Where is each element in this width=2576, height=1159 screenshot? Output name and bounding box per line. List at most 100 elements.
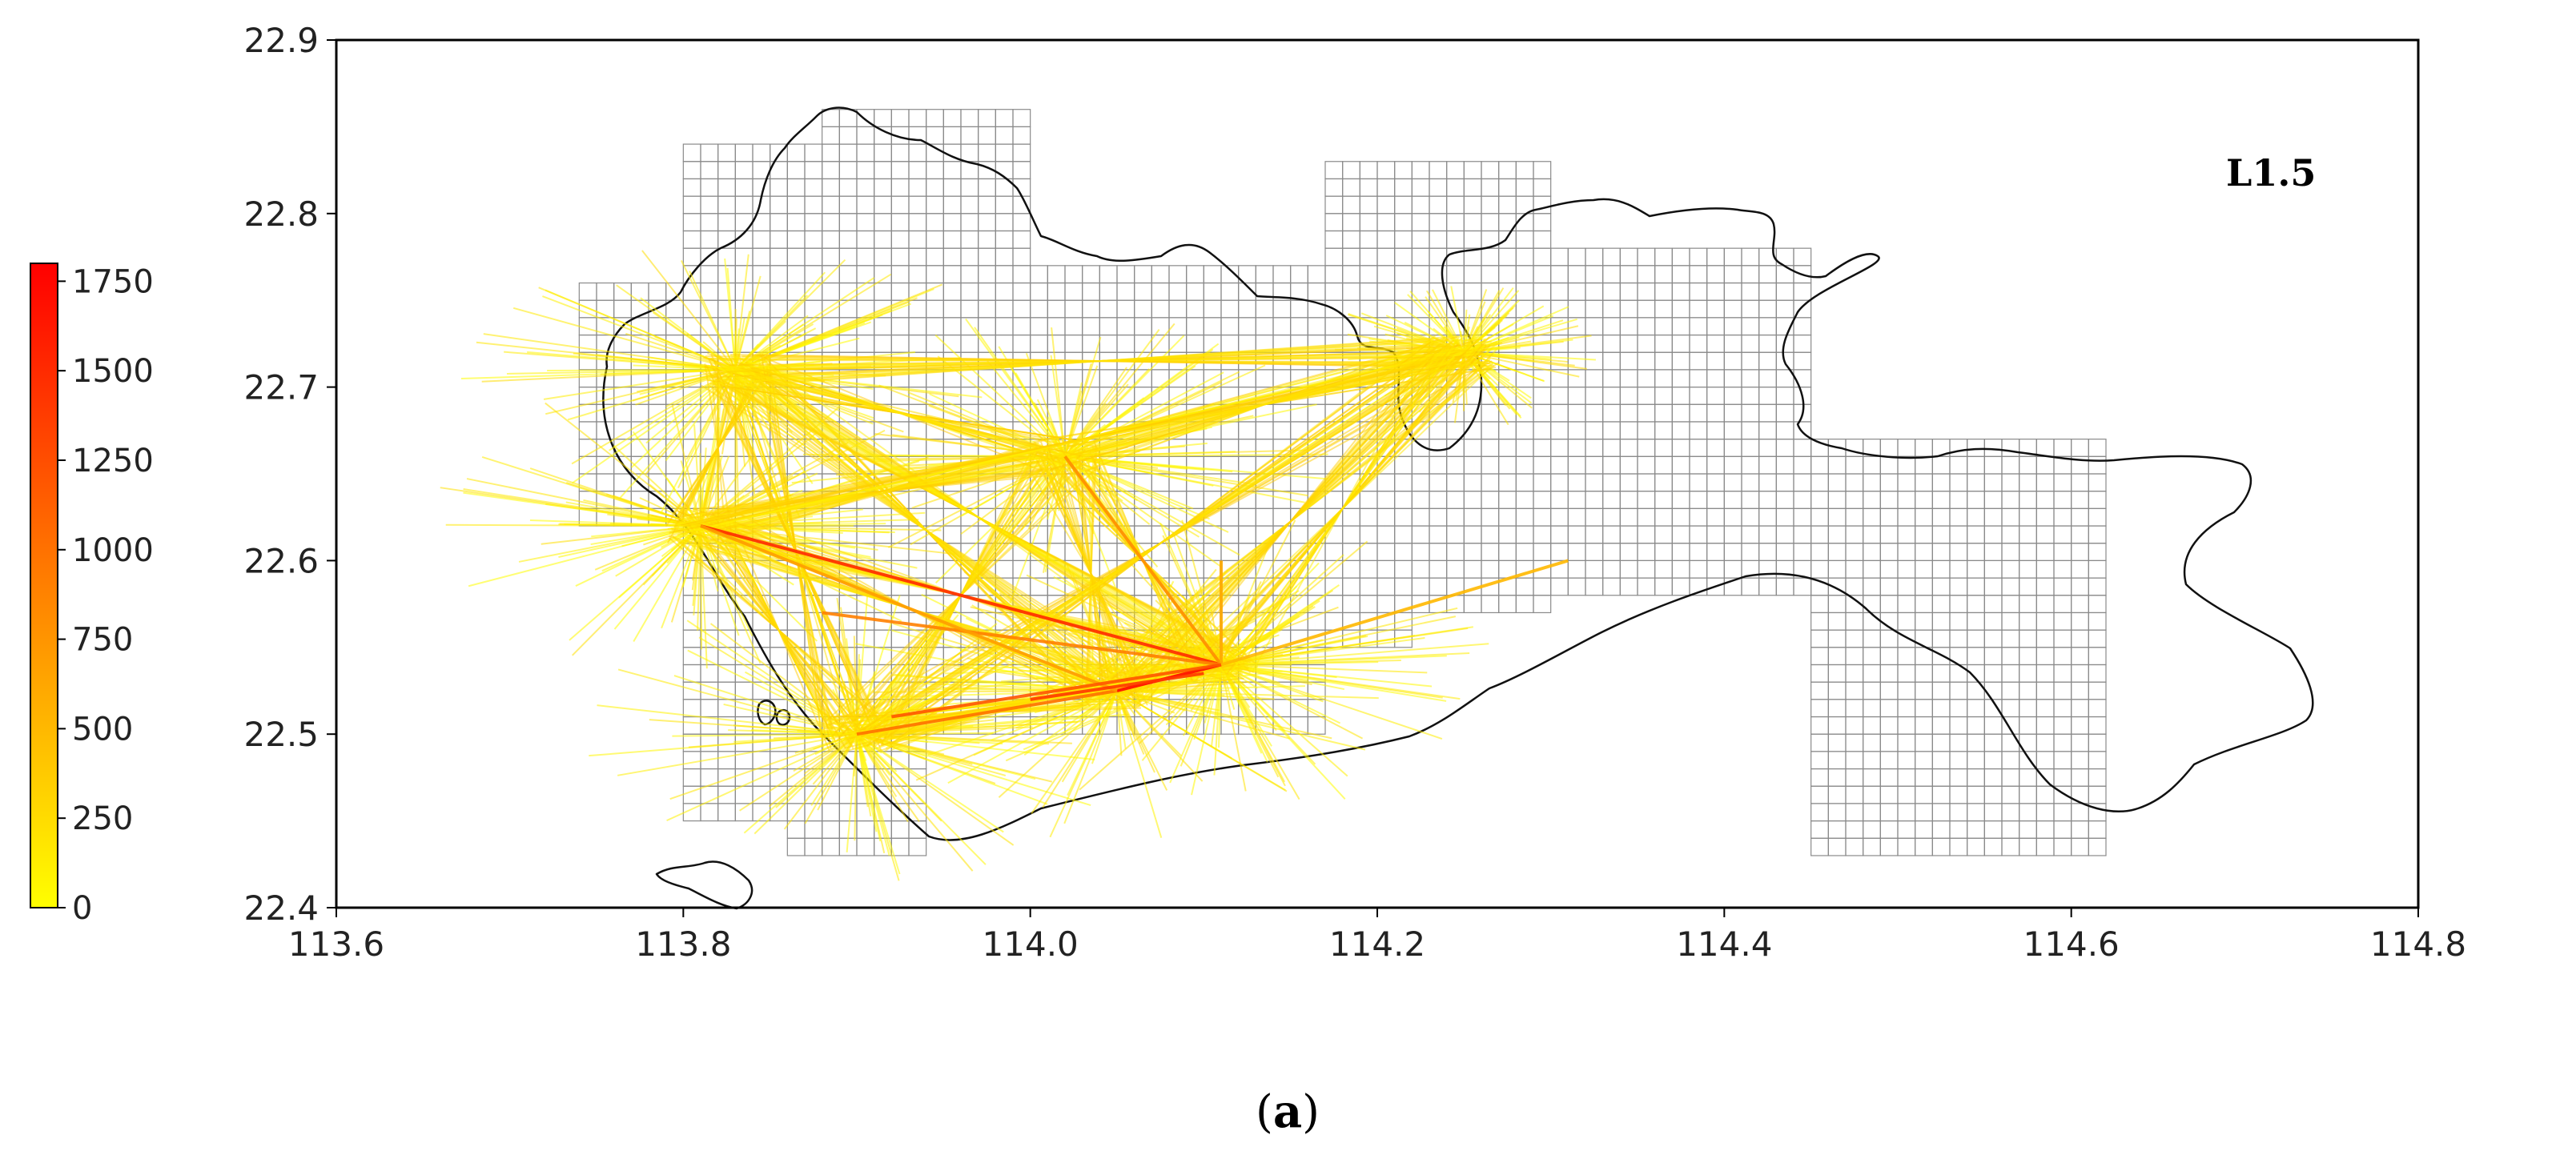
flow-line <box>692 472 1074 511</box>
flow-line <box>666 733 858 822</box>
flow-line <box>1220 664 1286 787</box>
flow-line <box>856 733 974 872</box>
flow-line <box>783 733 858 830</box>
flow-line <box>713 338 1486 384</box>
flow-line-major <box>822 611 1222 667</box>
y-tick-label: 22.6 <box>243 541 319 580</box>
flow-line <box>854 734 858 841</box>
flow-line <box>512 307 736 371</box>
flow-line <box>1191 664 1222 796</box>
colorbar-tick-label: 500 <box>72 711 133 748</box>
y-tick-label: 22.5 <box>243 715 319 754</box>
flow-line <box>504 351 736 371</box>
flow-line-major <box>891 663 1222 719</box>
flow-line <box>1058 362 1472 447</box>
flow-line <box>463 491 701 527</box>
flow-line <box>1220 664 1348 777</box>
flow-line <box>1050 355 1066 457</box>
flow-line <box>466 478 701 527</box>
flow-line-major <box>1030 672 1204 701</box>
flow-line <box>1220 664 1346 800</box>
flow-line <box>669 733 858 800</box>
caption-letter: a <box>1273 1085 1302 1138</box>
west-boundary <box>602 106 2314 841</box>
colorbar-tick-label: 1000 <box>72 532 154 569</box>
flow-line <box>1220 652 1470 666</box>
x-tick-label: 114.4 <box>1676 924 1772 964</box>
flow-line <box>460 368 736 380</box>
flow-line <box>641 250 737 371</box>
grid-cell <box>1012 109 1031 128</box>
flow-line <box>1078 465 1104 683</box>
colorbar-ticks: 0 250 500 750 1000 1250 1500 1750 <box>58 263 154 927</box>
x-tick-label: 114.6 <box>2023 924 2120 964</box>
colorbar-tick-label: 250 <box>72 800 133 837</box>
flow-line <box>468 525 701 588</box>
flow-line <box>597 704 858 736</box>
flow-line <box>542 295 736 371</box>
flow-line <box>1192 365 1493 652</box>
flow-line <box>1220 664 1251 708</box>
flow-line-major <box>700 524 1222 667</box>
flow-line <box>1139 664 1222 744</box>
y-tick-label: 22.8 <box>243 195 319 234</box>
flow-line <box>856 733 987 865</box>
flow-line <box>605 493 701 527</box>
flow-line <box>543 368 736 400</box>
island-lantau <box>655 860 754 910</box>
colorbar-tick-label: 0 <box>72 890 92 927</box>
flow-line <box>545 402 701 527</box>
x-tick-label: 114.8 <box>2370 924 2466 964</box>
colorbar-tick-label: 1250 <box>72 443 154 479</box>
flow-line <box>1064 336 1102 457</box>
flow-line <box>672 733 858 737</box>
flow-line <box>1064 329 1160 457</box>
grid-cell <box>1793 247 1812 267</box>
x-tick-label: 114.2 <box>1329 924 1425 964</box>
grid-cell <box>1533 161 1552 180</box>
flow-line <box>1031 690 1118 815</box>
caption-close-paren: ) <box>1302 1086 1320 1138</box>
flow-line <box>483 333 736 371</box>
flow-line <box>700 525 708 669</box>
flow-line-major <box>1063 455 1223 666</box>
flow-line <box>934 334 1066 458</box>
figure-caption: (a) <box>1256 1085 1320 1138</box>
caption-open-paren: ( <box>1256 1086 1273 1138</box>
colorbar-tick-label: 1750 <box>72 263 154 300</box>
flow-line <box>754 733 858 835</box>
flow-line <box>724 258 737 371</box>
flow-line <box>855 335 1466 751</box>
flow-line <box>689 271 737 371</box>
flow-line <box>856 733 882 842</box>
flow-line <box>734 273 892 371</box>
flow-line-major <box>856 689 1118 736</box>
flow-line <box>1220 540 1368 666</box>
flow-line <box>965 318 1066 457</box>
x-axis: 113.6 113.8 114.0 114.2 114.4 114.6 114.8 <box>288 908 2466 964</box>
colorbar-tick-label: 1500 <box>72 353 154 390</box>
y-tick-label: 22.9 <box>243 21 319 60</box>
x-tick-label: 113.6 <box>288 924 384 964</box>
flow-line <box>739 733 858 812</box>
flow-line <box>1064 335 1185 458</box>
flow-line <box>737 385 1220 649</box>
boundary-outline <box>602 106 2314 910</box>
colorbar-tick-label: 750 <box>72 622 133 659</box>
grid-cell <box>2088 439 2107 457</box>
y-axis: 22.4 22.5 22.6 22.7 22.8 22.9 <box>243 21 336 928</box>
flow-line <box>1220 664 1447 702</box>
flow-line <box>617 733 858 776</box>
colorbar-gradient <box>30 263 58 908</box>
flow-line <box>728 531 830 729</box>
flow-line <box>856 733 1015 846</box>
colorbar: 0 250 500 750 1000 1250 1500 1750 <box>30 263 154 927</box>
y-tick-label: 22.7 <box>243 368 319 407</box>
flow-line <box>768 733 858 808</box>
flow-line <box>1090 344 1491 699</box>
y-tick-label: 22.4 <box>243 888 319 928</box>
x-tick-label: 113.8 <box>635 924 731 964</box>
flow-lines <box>440 250 1596 881</box>
flow-line-major <box>700 524 1118 692</box>
